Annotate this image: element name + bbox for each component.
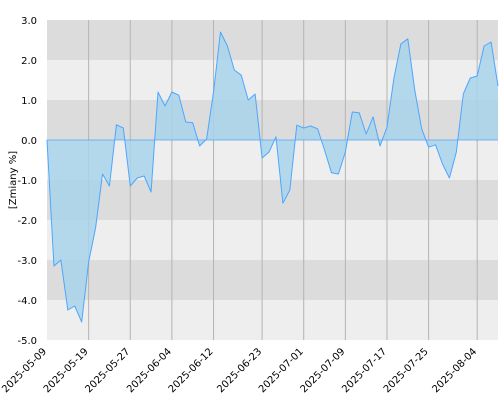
y-tick-label: 2.0 bbox=[21, 56, 37, 67]
plot-band bbox=[47, 20, 498, 60]
plot-background-bands bbox=[47, 20, 498, 340]
y-tick-label: -3.0 bbox=[17, 256, 37, 267]
y-tick-label: 0.0 bbox=[21, 136, 37, 147]
y-tick-label: 1.0 bbox=[21, 96, 37, 107]
y-tick-label: -5.0 bbox=[17, 336, 37, 347]
y-tick-label: -2.0 bbox=[17, 216, 37, 227]
series-layer bbox=[46, 31, 499, 323]
y-tick-label: -4.0 bbox=[17, 296, 37, 307]
x-tick-label: 2025-07-25 bbox=[382, 346, 431, 395]
x-tick-label: 2025-06-12 bbox=[167, 346, 216, 395]
plot-band bbox=[47, 220, 498, 260]
plot-band bbox=[47, 100, 498, 140]
y-axis-label: [Zmiany %] bbox=[8, 151, 19, 209]
x-tick-labels: 2025-05-092025-05-192025-05-272025-06-04… bbox=[0, 346, 479, 395]
y-tick-labels: 3.0 2.0 1.0 0.0 -1.0 -2.0 -3.0 -4.0 -5.0 bbox=[17, 16, 37, 347]
plot-band bbox=[47, 60, 498, 100]
series-area bbox=[47, 32, 498, 322]
plot-band bbox=[47, 140, 498, 180]
series-line bbox=[46, 31, 499, 323]
plot-band bbox=[47, 180, 498, 220]
plot-band bbox=[47, 300, 498, 340]
x-tick-label: 2025-08-04 bbox=[430, 346, 479, 395]
y-tick-label: 3.0 bbox=[21, 16, 37, 27]
y-tick-label: -1.0 bbox=[17, 176, 37, 187]
plot-band bbox=[47, 260, 498, 300]
